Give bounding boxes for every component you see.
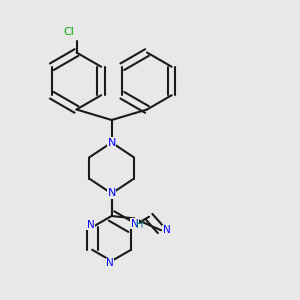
Text: N: N <box>87 220 94 230</box>
Text: N: N <box>107 188 116 199</box>
Text: N: N <box>131 219 139 229</box>
Text: H: H <box>136 220 143 230</box>
Text: Cl: Cl <box>64 27 74 37</box>
Text: N: N <box>106 258 114 268</box>
Text: N: N <box>107 137 116 148</box>
Text: N: N <box>163 225 171 235</box>
